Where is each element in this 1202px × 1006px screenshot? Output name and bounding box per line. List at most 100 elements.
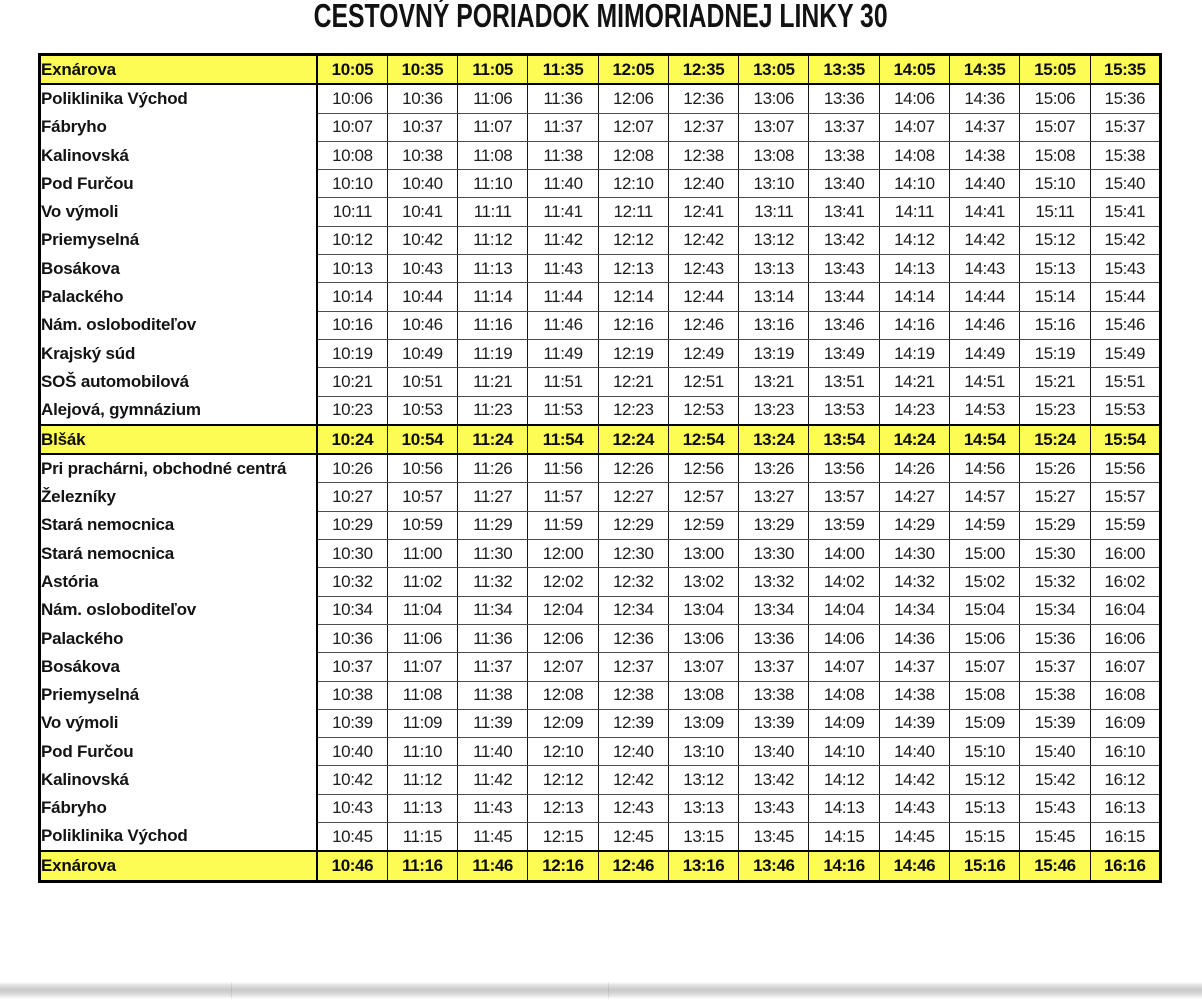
departure-time-cell: 15:42 [1089, 225, 1162, 256]
departure-time-cell: 15:36 [1019, 623, 1091, 654]
departure-time-cell: 11:00 [386, 539, 459, 569]
departure-time-cell: 10:36 [386, 83, 459, 114]
departure-time-cell: 11:08 [457, 140, 529, 171]
departure-time-cell: 13:59 [808, 510, 880, 541]
departure-time-cell: 15:10 [1019, 169, 1091, 199]
departure-time-cell: 13:42 [808, 225, 880, 256]
departure-time-cell: 12:04 [527, 595, 599, 625]
departure-time-cell: 14:24 [878, 423, 951, 456]
timetable-row: Kalinovská 10:08 10:38 11:08 11:38 12:08 12:38… [39, 140, 1162, 171]
departure-time-cell: 11:40 [527, 169, 599, 199]
departure-time-cell: 13:21 [738, 367, 810, 397]
departure-time-cell: 10:54 [386, 423, 459, 456]
departure-time-cell: 13:24 [738, 423, 810, 456]
timetable-row: Bosákova 10:37 11:07 11:37 12:07 12:37 13:07 13… [39, 652, 1162, 682]
departure-time-cell: 11:38 [527, 140, 599, 171]
stop-name-cell: Železníky [39, 482, 318, 512]
departure-time-cell: 13:38 [808, 140, 880, 171]
departure-time-cell: 12:51 [667, 367, 740, 397]
departure-time-cell: 15:00 [949, 539, 1021, 569]
departure-time-cell: 13:06 [667, 623, 740, 654]
stop-name-cell: Blšák [39, 423, 318, 456]
departure-time-cell: 14:13 [878, 254, 951, 284]
departure-time-cell: 15:08 [1019, 140, 1091, 171]
timetable-row: Stará nemocnica 10:29 10:59 11:29 11:59 12:29… [39, 510, 1162, 541]
departure-time-cell: 10:08 [316, 140, 388, 171]
departure-time-cell: 11:39 [457, 708, 529, 739]
departure-time-cell: 14:15 [808, 822, 880, 852]
departure-time-cell: 11:29 [457, 510, 529, 541]
departure-time-cell: 12:37 [667, 112, 740, 142]
departure-time-cell: 12:09 [527, 708, 599, 739]
departure-time-cell: 10:59 [386, 510, 459, 541]
departure-time-cell: 11:42 [457, 765, 529, 795]
timetable-row: Pri prachárni, obchodné centrá 10:26 10:56… [39, 453, 1162, 484]
departure-time-cell: 12:59 [667, 510, 740, 541]
departure-time-cell: 14:41 [949, 197, 1021, 227]
timetable-row: Železníky 10:27 10:57 11:27 11:57 12:27 12:57 1… [39, 482, 1162, 512]
departure-time-cell: 15:38 [1019, 680, 1091, 710]
departure-time-cell: 12:14 [597, 282, 669, 312]
departure-time-cell: 13:16 [738, 310, 810, 340]
departure-time-cell: 12:42 [667, 225, 740, 256]
departure-time-cell: 13:26 [738, 453, 810, 484]
departure-time-cell: 10:23 [316, 395, 388, 426]
departure-time-cell: 15:59 [1089, 510, 1162, 541]
departure-time-cell: 14:08 [878, 140, 951, 171]
departure-time-cell: 10:07 [316, 112, 388, 142]
departure-time-cell: 15:04 [949, 595, 1021, 625]
departure-time-cell: 11:36 [527, 83, 599, 114]
departure-time-cell: 12:13 [597, 254, 669, 284]
departure-time-cell: 12:36 [667, 83, 740, 114]
departure-time-cell: 10:37 [386, 112, 459, 142]
stop-name-cell: Palackého [39, 282, 318, 312]
departure-time-cell: 14:29 [878, 510, 951, 541]
departure-time-cell: 12:29 [597, 510, 669, 541]
departure-time-cell: 10:21 [316, 367, 388, 397]
departure-time-cell: 12:16 [527, 850, 599, 883]
departure-time-cell: 15:42 [1019, 765, 1091, 795]
departure-time-cell: 13:12 [667, 765, 740, 795]
departure-time-cell: 12:39 [597, 708, 669, 739]
departure-time-cell: 15:45 [1019, 822, 1091, 852]
departure-time-cell: 11:30 [457, 539, 529, 569]
departure-time-cell: 14:46 [878, 850, 951, 883]
departure-time-cell: 13:43 [738, 793, 810, 824]
departure-time-cell: 15:11 [1019, 197, 1091, 227]
departure-time-cell: 11:21 [457, 367, 529, 397]
departure-time-cell: 10:36 [316, 623, 388, 654]
departure-time-cell: 11:07 [386, 652, 459, 682]
departure-time-cell: 14:43 [878, 793, 951, 824]
departure-time-cell: 12:19 [597, 338, 669, 369]
departure-time-cell: 14:16 [808, 850, 880, 883]
departure-time-cell: 14:14 [878, 282, 951, 312]
stop-name-cell: Exnárova [39, 850, 318, 883]
departure-time-cell: 10:30 [316, 539, 388, 569]
departure-time-cell: 10:51 [386, 367, 459, 397]
departure-time-cell: 16:10 [1089, 737, 1162, 767]
departure-time-cell: 11:59 [527, 510, 599, 541]
departure-time-cell: 11:14 [457, 282, 529, 312]
departure-time-cell: 12:08 [597, 140, 669, 171]
departure-time-cell: 10:14 [316, 282, 388, 312]
departure-time-cell: 14:44 [949, 282, 1021, 312]
timetable-row: Nám. osloboditeľov 10:16 10:46 11:16 11:46 12… [39, 310, 1162, 340]
departure-time-cell: 13:13 [667, 793, 740, 824]
departure-time-cell: 12:36 [597, 623, 669, 654]
page-title: CESTOVNÝ PORIADOK MIMORIADNEJ LINKY 30 [314, 0, 888, 34]
departure-time-cell: 16:12 [1089, 765, 1162, 795]
stop-name-cell: Priemyselná [39, 226, 318, 255]
departure-time-cell: 11:37 [527, 112, 599, 142]
departure-time-cell: 13:41 [808, 197, 880, 227]
departure-time-cell: 11:37 [457, 652, 529, 682]
departure-time-cell: 12:16 [597, 310, 669, 340]
departure-time-cell: 13:27 [738, 482, 810, 512]
departure-time-cell: 13:07 [667, 652, 740, 682]
departure-time-cell: 12:46 [597, 850, 669, 883]
departure-time-cell: 16:08 [1089, 680, 1162, 710]
departure-time-cell: 11:04 [386, 595, 459, 625]
departure-time-cell: 14:12 [878, 225, 951, 256]
departure-time-cell: 13:09 [667, 708, 740, 739]
departure-time-cell: 15:39 [1019, 708, 1091, 739]
departure-time-cell: 14:06 [808, 623, 880, 654]
